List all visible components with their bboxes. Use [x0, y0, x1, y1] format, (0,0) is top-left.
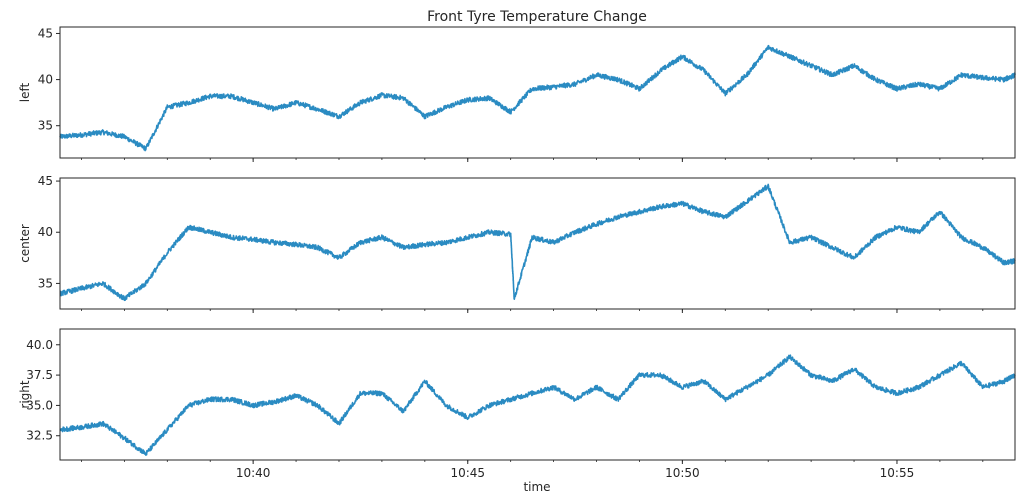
panel-right: 32.5 35.0 37.5 40.0 right 10:40 10:45 10:50 10:5…	[18, 328, 1016, 480]
plot-frame-center	[59, 177, 1016, 310]
y-tick-label-right: 32.5	[26, 429, 53, 443]
plot-frame-left	[59, 26, 1016, 159]
series-line-left	[59, 44, 1016, 152]
y-tick-label-right: 35.0	[26, 398, 53, 412]
series-line-center	[59, 183, 1016, 302]
y-tick-label-left: 35	[38, 119, 53, 133]
y-axis-label-center: center	[18, 224, 32, 263]
y-tick-label-right: 37.5	[26, 368, 53, 382]
panel-left: 35 40 45 left	[18, 26, 1016, 162]
y-tick-label-right: 40.0	[26, 338, 53, 352]
x-tick-label: 10:45	[450, 466, 485, 480]
panel-center: 35 40 45 center	[18, 174, 1016, 313]
y-axis-label-left: left	[18, 82, 32, 102]
x-tick-label: 10:40	[236, 466, 271, 480]
series-line-right	[59, 354, 1016, 456]
plot-frame-right	[59, 328, 1016, 461]
y-tick-label-center: 40	[38, 225, 53, 239]
x-tick-label: 10:50	[665, 466, 700, 480]
x-axis-label: time	[523, 480, 550, 494]
y-axis-label-right: right	[18, 380, 32, 408]
chart-title: Front Tyre Temperature Change	[427, 9, 647, 25]
y-tick-label-center: 35	[38, 276, 53, 290]
y-tick-label-center: 45	[38, 174, 53, 188]
panels-layer: 35 40 45 left 35 40 45 center 32.5 35.0 37.5 40.0 ri…	[18, 26, 1016, 480]
y-tick-label-left: 45	[38, 26, 53, 40]
y-tick-label-left: 40	[38, 73, 53, 87]
x-tick-label: 10:55	[880, 466, 915, 480]
